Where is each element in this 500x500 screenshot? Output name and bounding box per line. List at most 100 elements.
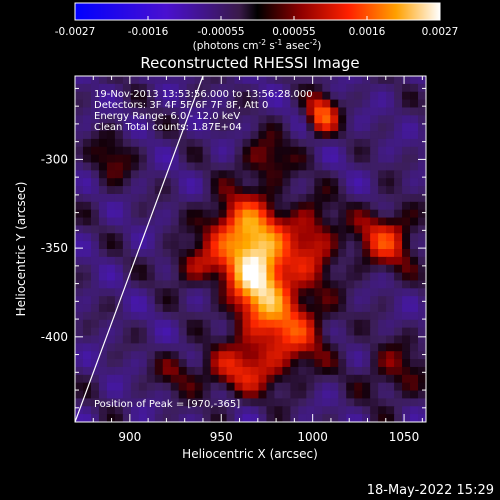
heatmap-cell [346, 107, 355, 116]
heatmap-cell [82, 76, 92, 85]
axis-ticks [75, 76, 426, 422]
heatmap-cell [242, 343, 252, 352]
heatmap-cell [362, 233, 371, 242]
heatmap-cell [314, 217, 323, 227]
heatmap-cell [378, 296, 387, 305]
heatmap-cell [82, 217, 92, 227]
heatmap-cell [162, 83, 172, 93]
heatmap-cell [386, 201, 395, 211]
heatmap-cell [218, 319, 228, 329]
heatmap-cell [170, 225, 180, 234]
heatmap-cell [82, 280, 92, 289]
heatmap-cell [202, 374, 212, 384]
heatmap-cell [210, 335, 220, 344]
heatmap-cell [386, 264, 395, 274]
heatmap-cell [178, 288, 188, 297]
heatmap-cell [330, 374, 339, 384]
heatmap-cell [314, 398, 323, 407]
heatmap-cell [330, 107, 339, 116]
heatmap-cell [298, 359, 307, 368]
heatmap-cell [362, 115, 371, 124]
heatmap-cell [226, 288, 236, 297]
heatmap-cell [178, 193, 188, 203]
heatmap-cell [146, 327, 156, 337]
heatmap-cell [346, 374, 355, 384]
heatmap-cell [282, 304, 291, 313]
colorbar-tick-label: 0.0027 [422, 26, 459, 38]
heatmap-cell [242, 186, 252, 195]
heatmap-cell [282, 288, 291, 297]
heatmap-cell [82, 359, 92, 368]
heatmap-cell [98, 311, 108, 321]
heatmap-cell [378, 146, 387, 156]
heatmap-cell [418, 217, 426, 227]
heatmap-cell [402, 366, 411, 376]
heatmap-cell [306, 249, 315, 258]
heatmap-cell [386, 406, 395, 415]
heatmap-cell [322, 327, 331, 337]
heatmap-cell [210, 272, 220, 282]
heatmap-cell [298, 249, 307, 258]
heatmap-cell [170, 83, 180, 93]
heatmap-cell [242, 311, 252, 321]
heatmap-cell [346, 138, 355, 148]
heatmap-cell [210, 366, 220, 376]
heatmap-cell [122, 186, 132, 195]
heatmap-cell [298, 343, 307, 352]
heatmap-cell [218, 91, 228, 101]
heatmap-cell [290, 217, 299, 227]
heatmap-cell [90, 217, 100, 227]
heatmap-cell [378, 83, 387, 93]
heatmap-cell [290, 272, 299, 282]
heatmap-cell [354, 296, 363, 305]
heatmap-cell [98, 131, 108, 140]
heatmap-cell [266, 107, 276, 116]
heatmap-cell [82, 99, 92, 109]
heatmap-cell [402, 193, 411, 203]
heatmap-cell [122, 170, 132, 179]
heatmap-cell [75, 335, 84, 344]
heatmap-cell [98, 359, 108, 368]
heatmap-cell [290, 351, 299, 360]
heatmap-cell [274, 186, 284, 195]
heatmap-cell [370, 193, 379, 203]
heatmap-cell [162, 76, 172, 85]
heatmap-cell [370, 288, 379, 297]
heatmap-cell [170, 186, 180, 195]
heatmap-cell [178, 241, 188, 250]
heatmap-cell [82, 107, 92, 116]
heatmap-cell [122, 154, 132, 164]
heatmap-cell [170, 296, 180, 305]
heatmap-cell [306, 91, 315, 101]
heatmap-cell [274, 304, 284, 313]
heatmap-cell [186, 319, 196, 329]
heatmap-cell [338, 359, 347, 368]
heatmap-cell [82, 186, 92, 195]
heatmap-cell [178, 280, 188, 289]
heatmap-cell [338, 288, 347, 297]
heatmap-cell [154, 217, 164, 227]
heatmap-cell [386, 359, 395, 368]
heatmap-cell [266, 390, 276, 400]
heatmap-cell [330, 217, 339, 227]
colorbar-tick-label: 0.00055 [272, 26, 315, 38]
heatmap-cell [75, 359, 84, 368]
heatmap-cell [218, 296, 228, 305]
heatmap-cell [290, 343, 299, 352]
heatmap-cell [82, 241, 92, 250]
heatmap-cell [306, 154, 315, 164]
heatmap-cell [298, 107, 307, 116]
heatmap-cell [234, 414, 244, 422]
heatmap-cell [178, 390, 188, 400]
heatmap-cell [330, 138, 339, 148]
heatmap-cell [154, 99, 164, 109]
heatmap-cell [322, 217, 331, 227]
heatmap-cell [138, 414, 148, 422]
heatmap-cell [330, 146, 339, 156]
heatmap-cell [114, 123, 124, 132]
heatmap-cell [194, 91, 204, 101]
heatmap-cell [226, 209, 236, 219]
heatmap-cell [194, 366, 204, 376]
heatmap-cell [322, 131, 331, 140]
heatmap-cell [394, 99, 403, 109]
